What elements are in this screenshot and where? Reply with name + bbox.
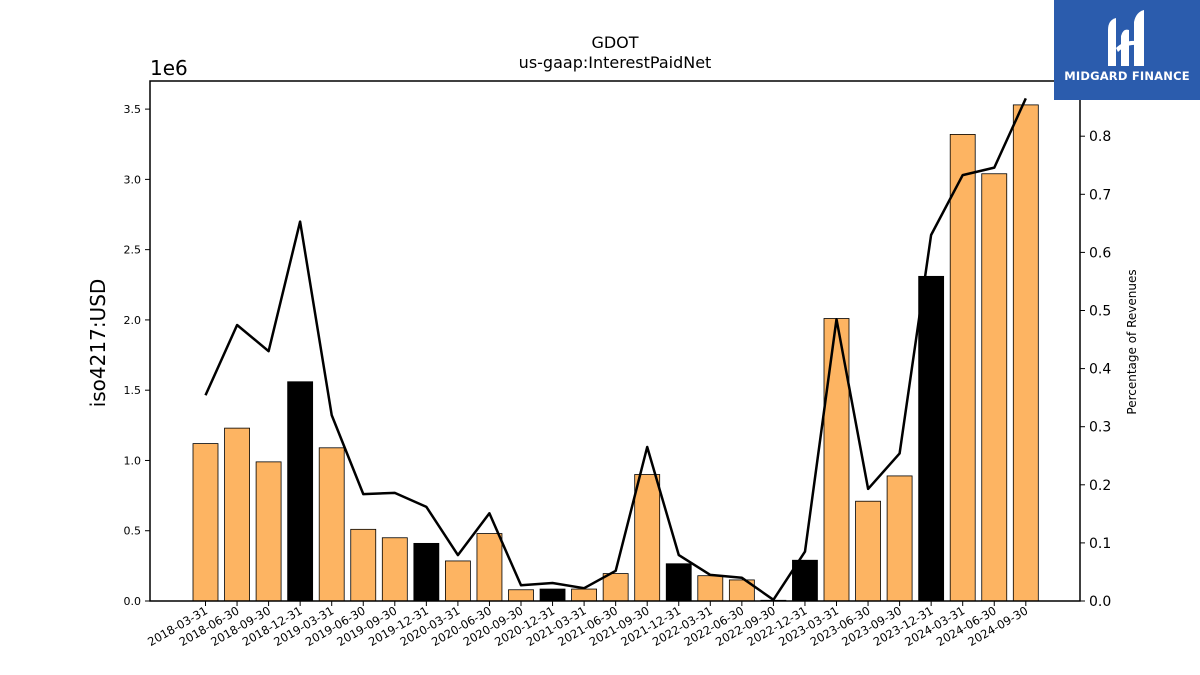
bar-2018-06-30 (224, 427, 250, 602)
bar-2018-12-31 (287, 381, 314, 602)
bar-2020-12-31 (539, 588, 566, 602)
y2-tick-label: 0.1 (1089, 536, 1111, 552)
y2-tick-label: 0.2 (1089, 478, 1111, 494)
y-tick-label: 3.0 (124, 173, 142, 186)
logo-mark-icon (1108, 10, 1144, 67)
y-tick-label: 0.0 (124, 595, 142, 608)
chart-subtitle: us-gaap:InterestPaidNet (519, 53, 712, 72)
bar-2020-09-30 (508, 589, 534, 602)
bar-2021-09-30 (634, 474, 661, 602)
logo-text: MIDGARD FINANCE (1064, 69, 1190, 83)
y-tick-label: 2.5 (124, 244, 142, 257)
y2-tick-label: 0.3 (1089, 420, 1111, 436)
bar-2023-12-31 (918, 275, 945, 602)
bar-2022-12-31 (792, 559, 818, 602)
bar-2019-12-31 (413, 542, 440, 602)
y2-tick-label: 0.5 (1089, 303, 1111, 319)
y-offset-label: 1e6 (150, 56, 188, 80)
bar-2019-03-31 (318, 447, 345, 602)
y2-tick-label: 0.8 (1089, 129, 1111, 145)
bar-2020-03-31 (444, 560, 471, 602)
bar-2023-09-30 (886, 475, 913, 602)
bar-2018-09-30 (255, 461, 282, 602)
y-tick-label: 1.0 (124, 454, 142, 467)
y-tick-label: 3.5 (124, 103, 142, 116)
bar-2019-09-30 (381, 537, 408, 602)
bar-2018-03-31 (192, 443, 219, 602)
plot-frame (149, 80, 1081, 602)
bar-2019-06-30 (350, 528, 377, 602)
bar-2024-06-30 (981, 173, 1008, 602)
bar-2023-06-30 (855, 500, 881, 602)
y-tick-label: 2.0 (124, 314, 142, 327)
bar-2022-03-31 (697, 575, 724, 602)
y2-tick-label: 0.4 (1089, 362, 1111, 378)
bar-2024-09-30 (1012, 104, 1039, 602)
y2-tick-label: 0.6 (1089, 245, 1111, 261)
y-axis-label: iso4217:USD (86, 279, 110, 408)
y2-axis-label: Percentage of Revenues (1125, 269, 1139, 414)
bar-2021-12-31 (665, 563, 692, 602)
bar-2020-06-30 (476, 533, 503, 602)
chart-title: GDOT (591, 33, 638, 52)
y2-tick-label: 0.0 (1089, 594, 1111, 610)
revenue-percentage-line (204, 97, 1027, 602)
y2-tick-label: 0.7 (1089, 187, 1111, 203)
bar-2021-03-31 (571, 588, 597, 602)
y-tick-label: 0.5 (124, 525, 142, 538)
bar-2024-03-31 (949, 134, 976, 602)
y-tick-label: 1.5 (124, 384, 142, 397)
midgard-finance-logo: MIDGARD FINANCE (1054, 0, 1200, 100)
bar-2021-06-30 (602, 573, 629, 602)
